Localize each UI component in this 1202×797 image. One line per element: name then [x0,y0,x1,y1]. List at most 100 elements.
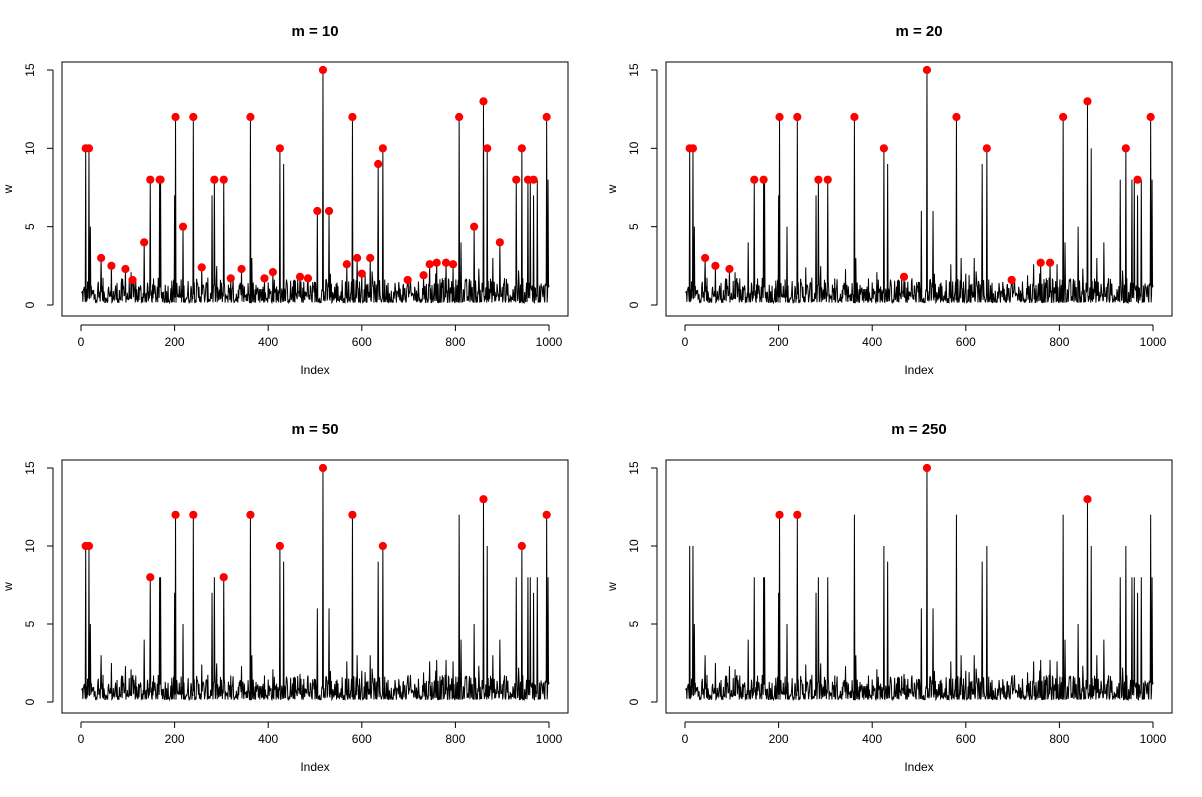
data-point [178,222,188,231]
data-point [542,510,551,519]
data-point [1007,275,1016,285]
y-tick-label: 0 [23,301,37,308]
y-axis-label: w [1,582,15,592]
data-point [479,495,488,504]
chart-title: m = 250 [891,421,946,438]
x-tick-label: 600 [352,335,372,349]
data-point [512,175,521,184]
data-point [1083,97,1092,106]
x-tick-label: 200 [165,335,185,349]
x-tick-label: 1000 [1140,335,1167,349]
y-tick-label: 5 [23,223,37,230]
data-point [1121,144,1130,153]
data-point [952,112,961,122]
x-axis-label: Index [904,363,933,377]
data-point [403,275,412,285]
data-point [688,144,698,153]
series-line [685,467,1154,702]
data-point [775,510,784,519]
data-point [84,144,94,153]
plot-frame [665,459,1173,714]
x-tick-label: 400 [258,732,278,746]
data-point [425,260,434,269]
data-point [146,573,155,582]
data-point [775,112,784,122]
x-axis-label: Index [300,760,329,774]
series-line [81,69,550,305]
x-tick-label: 600 [956,335,976,349]
y-tick-label: 0 [627,698,641,705]
chart-title: m = 50 [291,421,338,438]
data-point [348,510,357,519]
y-tick-label: 10 [23,539,37,553]
data-point [701,253,710,263]
y-axis-label: w [605,184,619,194]
data-point [982,144,991,153]
y-tick-label: 15 [23,461,37,475]
data-point [366,253,375,263]
y-tick-label: 5 [627,620,641,627]
data-point [1133,175,1142,184]
y-tick-label: 15 [23,63,37,77]
data-point [210,175,219,184]
chart-panel-4: m = 250 0 200 400 600 800 1000 Index 0 5 10 15 w [605,421,1173,774]
data-point [237,264,246,274]
data-point [226,274,235,283]
data-point [260,274,269,283]
data-point [374,159,383,169]
data-point [759,175,768,184]
y-axis-label: w [605,582,619,592]
x-tick-label: 0 [78,732,85,746]
data-point [156,175,165,184]
data-point [324,206,334,216]
data-point [1083,495,1092,504]
data-point [303,274,313,283]
y-tick-label: 5 [627,223,641,230]
x-tick-label: 0 [78,335,85,349]
data-point [378,144,387,153]
data-point [793,510,802,519]
data-point [246,510,255,519]
data-point [922,463,932,473]
x-tick-label: 400 [862,335,882,349]
x-tick-label: 200 [769,335,789,349]
chart-panel-2: m = 20 0 200 400 600 800 1000 Index 0 5 10 15 w [605,23,1173,377]
data-point [793,112,802,122]
data-point [542,112,551,122]
data-point [441,258,451,267]
data-point [268,268,277,277]
data-point [470,222,479,231]
x-tick-label: 200 [165,732,185,746]
data-point [1045,258,1055,267]
data-point [318,463,328,473]
data-point [189,112,198,122]
x-tick-label: 800 [445,732,465,746]
y-tick-label: 15 [627,63,641,77]
data-point [899,272,909,281]
y-tick-label: 10 [627,539,641,553]
chart-title: m = 10 [291,23,338,40]
data-point [197,263,206,272]
data-point [517,541,526,551]
y-tick-label: 0 [23,698,37,705]
x-tick-label: 800 [1049,732,1069,746]
data-point [295,272,305,281]
x-tick-label: 1000 [1140,732,1167,746]
y-axis-label: w [1,184,15,194]
data-point [342,260,351,269]
data-point [750,175,759,184]
data-point [107,261,116,270]
data-point [171,510,180,519]
data-point [219,573,228,582]
x-tick-label: 200 [769,732,789,746]
data-point [275,541,284,551]
data-point [146,175,155,184]
data-point [348,112,357,122]
chart-panel-1: m = 10 0 200 400 600 800 1000 Index 0 5 10 15 w [1,23,569,377]
data-point [479,97,488,106]
x-tick-label: 600 [352,732,372,746]
series-line [685,69,1154,305]
x-tick-label: 600 [956,732,976,746]
